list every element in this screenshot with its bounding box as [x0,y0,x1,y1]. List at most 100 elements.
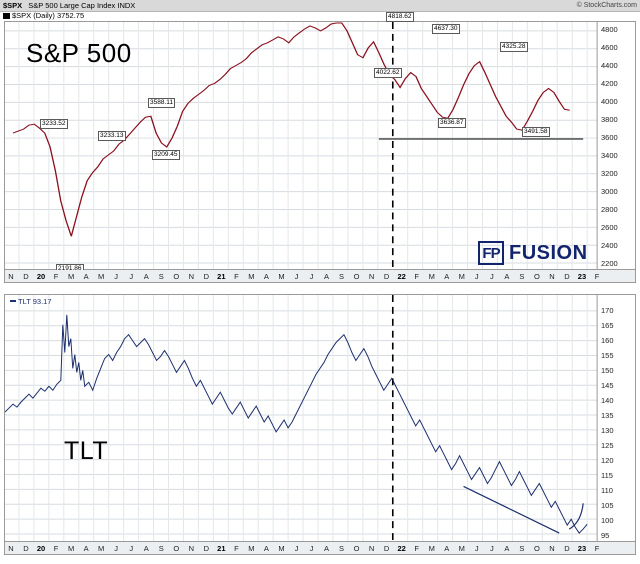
x-axis-year-tick: 23 [577,544,587,553]
x-axis-month-tick: A [444,544,450,553]
x-axis-year-tick: 23 [577,272,587,281]
price-annotation: 4637.30 [432,24,460,34]
price-annotation: 3233.52 [40,119,68,129]
x-axis-month-tick: D [564,544,570,553]
price-annotation: 4022.62 [374,68,402,78]
x-axis-month-tick: J [309,272,314,281]
x-axis-month-tick: A [83,544,89,553]
x-axis-month-tick: O [173,272,180,281]
x-axis-month-tick: A [263,544,269,553]
x-axis-month-tick: M [67,544,75,553]
x-axis-month-tick: S [339,272,345,281]
tlt-ytick: 140 [601,396,614,405]
x-axis-month-tick: S [339,544,345,553]
spx-ytick: 4800 [601,25,618,34]
spx-vertical-gridlines [18,22,588,269]
x-axis-month-tick: M [458,544,465,553]
tlt-trendline [463,485,560,534]
spx-price-panel [4,21,636,270]
x-axis-month-tick: A [143,544,149,553]
x-axis-month-tick: J [474,544,479,553]
x-axis-month-tick: O [533,272,540,281]
tlt-ytick: 115 [601,471,613,480]
spx-ytick: 2400 [601,241,618,250]
price-annotation: 4325.28 [500,42,528,52]
tlt-ytick: 170 [601,306,614,315]
tlt-ytick: 105 [601,501,614,510]
spx-ytick: 2200 [601,259,618,268]
x-axis-month-tick: J [489,272,494,281]
x-axis-month-tick: A [324,272,330,281]
x-axis-year-tick: 22 [397,272,406,281]
x-axis-month-tick: J [474,272,479,281]
fusion-logo-word: FUSION [509,241,588,264]
tlt-gridlines [5,310,598,535]
spx-x-axis: N D 20 F M A M J J A S O N D 21 F M A M J J A S O N D 22 F M A M J J A S O N… [4,270,636,283]
series-color-swatch-icon [3,13,10,19]
x-axis-month-tick: N [188,544,195,553]
x-axis-year-tick: 21 [217,544,226,553]
x-axis-month-tick: S [519,272,525,281]
tlt-ytick: 155 [601,351,614,360]
quote-line: $SPX (Daily) 3752.75 [12,11,85,20]
price-annotation: 3636.87 [438,118,466,128]
x-axis-year-tick: 20 [36,272,46,281]
x-axis-month-tick: F [53,544,59,553]
tlt-ytick: 135 [601,411,614,420]
x-axis-month-tick: J [309,544,314,553]
spx-ytick: 3000 [601,187,618,196]
tlt-legend-text: TLT 93.17 [18,297,52,306]
x-axis-month-tick: A [444,272,450,281]
spx-ytick: 3800 [601,115,618,124]
x-axis-month-tick: D [203,272,210,281]
x-axis-month-tick: J [294,272,299,281]
x-axis-month-tick: F [414,272,419,281]
symbol-label: $SPX [3,1,23,10]
x-axis-month-tick: N [8,272,14,281]
spx-ytick: 2600 [601,223,618,232]
x-axis-month-tick: A [263,272,269,281]
tlt-ytick: 165 [601,321,614,330]
symbol-description: S&P 500 Large Cap Index INDX [28,1,136,10]
spx-ytick: 4000 [601,97,618,106]
spx-price-line [12,22,570,237]
tlt-reversal-arc [568,503,584,530]
x-axis-month-tick: M [428,544,435,553]
tlt-ytick: 150 [601,366,614,375]
x-axis-month-tick: N [8,544,14,553]
quote-subbar: $SPX (Daily) 3752.75 [0,11,640,21]
x-axis-month-tick: M [458,272,465,281]
spx-ytick: 4200 [601,79,618,88]
x-axis-month-tick: F [594,272,600,281]
x-axis-month-tick: J [129,272,134,281]
tlt-plot-area [5,295,635,541]
x-axis-month-tick: N [368,272,375,281]
tlt-ytick: 145 [601,381,614,390]
x-axis-month-tick: N [549,272,555,281]
x-axis-year-tick: 20 [36,544,46,553]
x-axis-month-tick: O [533,544,540,553]
tlt-price-panel [4,294,636,542]
price-annotation: 4818.62 [386,12,414,22]
tlt-x-axis: N D 20 F M A M J J A S O N D 21 F M A M J J A S O N D 22 F M A M J J A S O N… [4,542,636,555]
x-axis-month-tick: D [564,272,570,281]
fusion-logo-mark: FP [478,241,504,265]
x-axis-month-tick: M [67,272,75,281]
price-annotation: 3209.45 [152,150,180,160]
x-axis-month-tick: M [278,272,285,281]
x-axis-month-tick: M [248,272,255,281]
tlt-legend: TLT 93.17 [10,297,52,306]
x-axis-month-tick: D [23,272,29,281]
spx-ytick: 4600 [601,43,618,52]
x-axis-month-tick: D [23,544,29,553]
x-axis-month-tick: F [594,544,600,553]
x-axis-month-tick: M [278,544,285,553]
x-axis-month-tick: F [234,272,239,281]
x-axis-month-tick: J [129,544,134,553]
x-axis-month-tick: M [428,272,435,281]
x-axis-month-tick: J [489,544,494,553]
x-axis-month-tick: A [324,544,330,553]
tlt-price-line [5,314,588,534]
x-axis-month-tick: N [188,272,195,281]
fusion-logo: FP FUSION [478,240,588,266]
